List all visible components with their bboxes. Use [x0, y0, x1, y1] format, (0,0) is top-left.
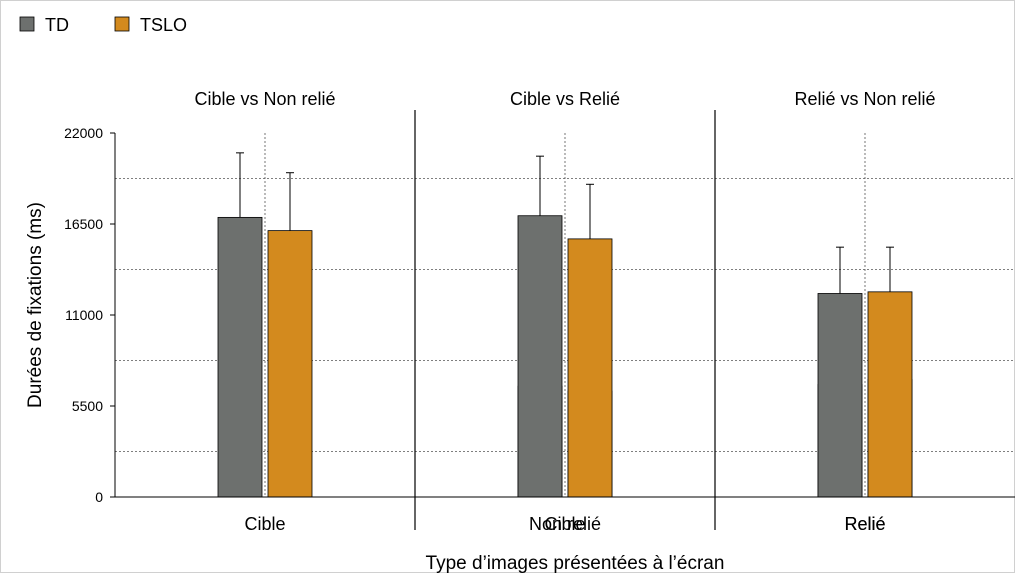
legend-label-tslo: TSLO	[140, 15, 187, 35]
x-tick-label: Relié	[844, 514, 885, 534]
x-tick-label: Cible	[544, 514, 585, 534]
y-tick-label: 0	[95, 489, 103, 505]
x-tick-label: Cible	[244, 514, 285, 534]
gridlines	[115, 133, 1015, 497]
x-tick-label: Non relié	[529, 514, 601, 534]
legend-swatch-td	[19, 16, 35, 32]
y-tick-label: 11000	[65, 307, 103, 323]
x-tick-label: Relié	[844, 514, 885, 534]
legend: TD TSLO	[19, 15, 187, 35]
bar-td	[217, 216, 263, 498]
axes	[110, 110, 1015, 530]
bars	[217, 152, 913, 498]
panel-title: Cible vs Non relié	[194, 89, 335, 109]
panel-title: Cible vs Relié	[510, 89, 620, 109]
y-tick-label: 5500	[72, 398, 103, 414]
bar-td	[817, 293, 863, 498]
legend-swatch-tslo	[114, 16, 130, 32]
labels: 0 5500 11000 16500 22000 Cible vs Non relié Ci…	[25, 89, 936, 573]
legend-label-td: TD	[45, 15, 69, 35]
bar-tslo	[567, 238, 613, 498]
panel-title: Relié vs Non relié	[794, 89, 935, 109]
x-axis-title: Type d’images présentées à l’écran	[426, 553, 725, 573]
bar-tslo	[867, 291, 913, 498]
bar-td	[517, 215, 563, 498]
y-axis-title: Durées de fixations (ms)	[25, 202, 46, 408]
y-tick-label: 16500	[64, 216, 103, 232]
bar-tslo	[267, 230, 313, 498]
y-tick-label: 22000	[64, 125, 103, 141]
